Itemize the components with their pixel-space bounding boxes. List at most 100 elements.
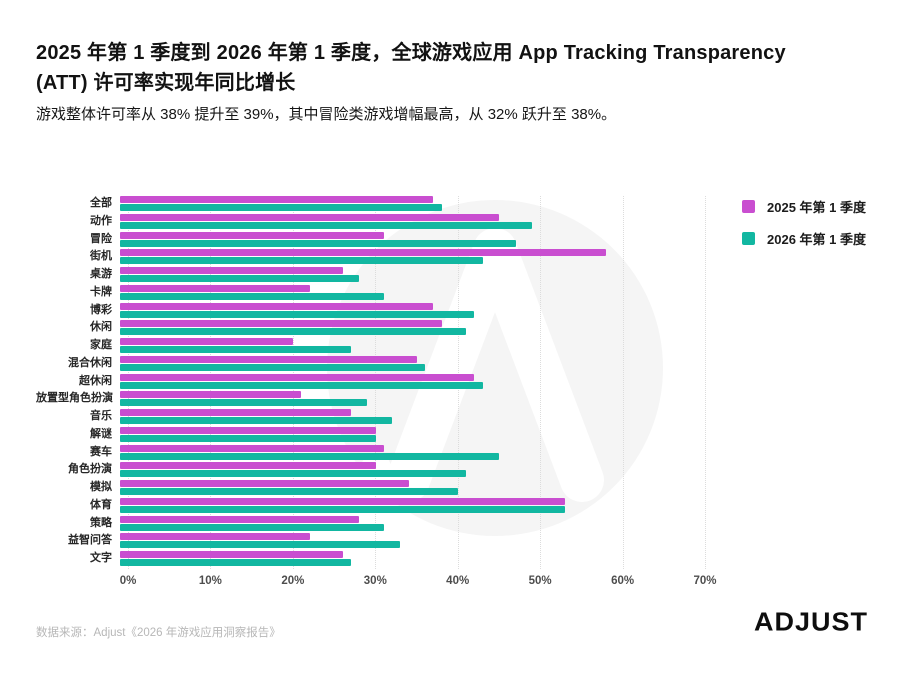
bar-2026年第1季度 <box>120 346 351 353</box>
category-row: 赛车 <box>36 444 756 463</box>
bar-2026年第1季度 <box>120 417 392 424</box>
bar-2025年第1季度 <box>120 533 310 541</box>
category-label: 赛车 <box>90 445 112 458</box>
bar-2025年第1季度 <box>120 462 376 470</box>
chart-legend: 2025 年第 1 季度 2026 年第 1 季度 <box>742 199 866 263</box>
legend-label: 2026 年第 1 季度 <box>767 231 866 247</box>
gridline <box>540 196 542 569</box>
category-label: 益智问答 <box>68 534 112 547</box>
bar-2025年第1季度 <box>120 373 475 381</box>
gridline <box>705 196 706 569</box>
bar-pair <box>120 444 697 463</box>
bar-pair <box>120 480 697 498</box>
bar-2025年第1季度 <box>120 409 351 416</box>
x-axis-tick-label: 30% <box>363 575 387 587</box>
category-row: 音乐 <box>36 409 756 427</box>
bar-pair <box>120 320 697 338</box>
legend-swatch-icon <box>742 199 755 213</box>
category-label: 策略 <box>90 516 112 529</box>
adjust-logo: ADJUST <box>753 607 868 637</box>
category-row: 动作 <box>36 213 756 232</box>
bar-2026年第1季度 <box>120 381 483 389</box>
category-label: 模拟 <box>90 481 112 493</box>
x-axis-tick-label: 0% <box>119 575 137 587</box>
bar-2026年第1季度 <box>120 559 351 566</box>
category-row: 博彩 <box>36 302 756 321</box>
bar-pair <box>120 302 697 321</box>
legend-label: 2025 年第 1 季度 <box>767 199 866 215</box>
bar-2026年第1季度 <box>120 470 467 478</box>
bar-2025年第1季度 <box>120 231 384 239</box>
bar-2026年第1季度 <box>120 452 500 460</box>
bar-pair <box>120 462 697 480</box>
bar-2025年第1季度 <box>120 320 442 328</box>
category-row: 超休闲 <box>36 373 756 392</box>
bar-pair <box>120 409 697 427</box>
category-row: 卡牌 <box>36 284 756 303</box>
x-axis-tick-label: 10% <box>198 575 222 587</box>
category-label: 解谜 <box>90 427 112 440</box>
category-label: 动作 <box>90 214 112 227</box>
bar-2025年第1季度 <box>120 551 343 558</box>
bar-2025年第1季度 <box>120 515 359 523</box>
bar-2026年第1季度 <box>120 541 401 549</box>
bar-pair <box>120 338 697 356</box>
x-axis: 0% 10% 20% 30% 40% 50% 60% 70% <box>120 575 717 591</box>
bar-pair <box>120 231 697 250</box>
bar-2026年第1季度 <box>120 328 467 336</box>
bar-2025年第1季度 <box>120 267 343 274</box>
bar-2025年第1季度 <box>120 213 500 221</box>
bar-2026年第1季度 <box>120 275 359 282</box>
bar-2025年第1季度 <box>120 391 302 399</box>
bar-2026年第1季度 <box>120 204 442 211</box>
bar-2026年第1季度 <box>120 239 516 247</box>
bar-2026年第1季度 <box>120 257 483 265</box>
x-axis-tick-label: 50% <box>528 575 552 587</box>
bar-2026年第1季度 <box>120 505 566 513</box>
bar-2025年第1季度 <box>120 355 417 363</box>
category-label: 街机 <box>90 250 112 263</box>
chart-rows: 全部 动作 冒险 街机 桌游 卡牌 博彩 休闲 家庭 混合休闲 超休闲 放置型角色扮演 音乐 解谜 赛车 角色… <box>36 196 756 569</box>
category-row: 益智问答 <box>36 533 756 551</box>
bar-pair <box>120 267 697 285</box>
category-label: 全部 <box>90 197 112 209</box>
x-axis-tick-label: 70% <box>693 575 717 587</box>
x-axis-tick-label: 60% <box>611 575 635 587</box>
bar-2026年第1季度 <box>120 434 376 442</box>
category-row: 混合休闲 <box>36 355 756 374</box>
bar-pair <box>120 426 697 445</box>
category-row: 文字 <box>36 551 756 569</box>
data-source-note: 数据来源：Adjust《2026 年游戏应用洞察报告》 <box>36 627 281 639</box>
category-label: 卡牌 <box>90 285 112 298</box>
legend-item: 2025 年第 1 季度 <box>742 199 866 215</box>
bar-2026年第1季度 <box>120 221 533 229</box>
category-row: 角色扮演 <box>36 462 756 480</box>
legend-swatch-icon <box>742 231 755 245</box>
bar-pair <box>120 497 697 516</box>
category-label: 音乐 <box>90 410 112 422</box>
gridline <box>622 196 624 569</box>
bar-2025年第1季度 <box>120 444 384 452</box>
category-label: 超休闲 <box>79 374 112 387</box>
bar-pair <box>120 551 697 569</box>
bar-2025年第1季度 <box>120 338 294 345</box>
category-label: 桌游 <box>90 268 112 280</box>
bar-pair <box>120 515 697 534</box>
page-title-line2: (ATT) 许可率实现年同比增长 <box>36 72 296 94</box>
category-row: 桌游 <box>36 267 756 285</box>
legend-item: 2026 年第 1 季度 <box>742 231 866 247</box>
page-subtitle: 游戏整体许可率从 38% 提升至 39%，其中冒险类游戏增幅最高，从 32% 跃… <box>36 106 617 123</box>
bar-2025年第1季度 <box>120 302 434 310</box>
category-row: 街机 <box>36 249 756 267</box>
header: 2025 年第 1 季度到 2026 年第 1 季度，全球游戏应用 App Tr… <box>36 38 881 126</box>
category-label: 休闲 <box>90 321 112 334</box>
bar-pair <box>120 391 697 409</box>
category-label: 冒险 <box>90 232 112 245</box>
category-row: 休闲 <box>36 320 756 338</box>
x-axis-tick-label: 20% <box>281 575 305 587</box>
category-row: 放置型角色扮演 <box>36 391 756 409</box>
bar-2025年第1季度 <box>120 249 607 257</box>
bar-pair <box>120 355 697 374</box>
category-label: 博彩 <box>90 303 112 316</box>
